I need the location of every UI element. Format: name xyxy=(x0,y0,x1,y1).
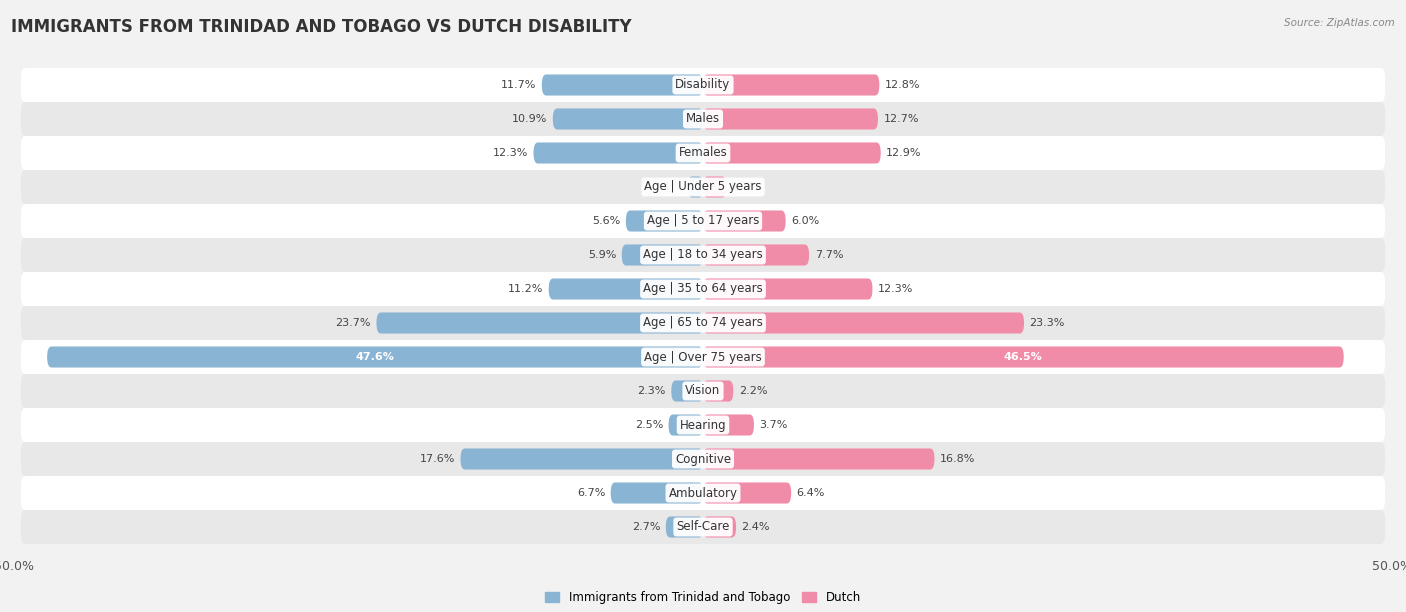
Text: 6.7%: 6.7% xyxy=(576,488,605,498)
FancyBboxPatch shape xyxy=(703,75,879,95)
Legend: Immigrants from Trinidad and Tobago, Dutch: Immigrants from Trinidad and Tobago, Dut… xyxy=(540,586,866,608)
FancyBboxPatch shape xyxy=(541,75,703,95)
FancyBboxPatch shape xyxy=(21,510,1385,544)
Text: 7.7%: 7.7% xyxy=(814,250,844,260)
Text: 12.9%: 12.9% xyxy=(886,148,922,158)
FancyBboxPatch shape xyxy=(703,278,873,299)
FancyBboxPatch shape xyxy=(703,244,808,266)
FancyBboxPatch shape xyxy=(48,346,703,368)
Text: 47.6%: 47.6% xyxy=(356,352,395,362)
Text: 46.5%: 46.5% xyxy=(1004,352,1043,362)
Text: 1.1%: 1.1% xyxy=(654,182,682,192)
Text: Females: Females xyxy=(679,146,727,160)
FancyBboxPatch shape xyxy=(21,408,1385,442)
Text: 6.4%: 6.4% xyxy=(797,488,825,498)
Text: Age | Over 75 years: Age | Over 75 years xyxy=(644,351,762,364)
Text: 12.3%: 12.3% xyxy=(877,284,914,294)
Text: Age | Under 5 years: Age | Under 5 years xyxy=(644,181,762,193)
Text: 2.3%: 2.3% xyxy=(637,386,666,396)
Text: Males: Males xyxy=(686,113,720,125)
Text: 12.3%: 12.3% xyxy=(492,148,529,158)
FancyBboxPatch shape xyxy=(610,482,703,504)
FancyBboxPatch shape xyxy=(703,346,1344,368)
Text: Source: ZipAtlas.com: Source: ZipAtlas.com xyxy=(1284,18,1395,28)
FancyBboxPatch shape xyxy=(21,442,1385,476)
FancyBboxPatch shape xyxy=(21,306,1385,340)
Text: 2.7%: 2.7% xyxy=(631,522,661,532)
Text: 17.6%: 17.6% xyxy=(419,454,456,464)
FancyBboxPatch shape xyxy=(703,482,792,504)
FancyBboxPatch shape xyxy=(21,272,1385,306)
Text: 23.7%: 23.7% xyxy=(336,318,371,328)
FancyBboxPatch shape xyxy=(671,381,703,401)
FancyBboxPatch shape xyxy=(461,449,703,469)
Text: Disability: Disability xyxy=(675,78,731,92)
FancyBboxPatch shape xyxy=(688,176,703,198)
FancyBboxPatch shape xyxy=(669,414,703,436)
Text: 3.7%: 3.7% xyxy=(759,420,787,430)
Text: 1.7%: 1.7% xyxy=(733,182,761,192)
Text: 5.9%: 5.9% xyxy=(588,250,616,260)
FancyBboxPatch shape xyxy=(703,449,935,469)
FancyBboxPatch shape xyxy=(703,108,877,130)
FancyBboxPatch shape xyxy=(21,102,1385,136)
Text: Self-Care: Self-Care xyxy=(676,520,730,534)
FancyBboxPatch shape xyxy=(703,381,734,401)
Text: 6.0%: 6.0% xyxy=(792,216,820,226)
Text: 2.5%: 2.5% xyxy=(634,420,664,430)
Text: Hearing: Hearing xyxy=(679,419,727,431)
Text: Ambulatory: Ambulatory xyxy=(668,487,738,499)
Text: IMMIGRANTS FROM TRINIDAD AND TOBAGO VS DUTCH DISABILITY: IMMIGRANTS FROM TRINIDAD AND TOBAGO VS D… xyxy=(11,18,631,36)
Text: Vision: Vision xyxy=(685,384,721,398)
FancyBboxPatch shape xyxy=(21,136,1385,170)
FancyBboxPatch shape xyxy=(553,108,703,130)
Text: 5.6%: 5.6% xyxy=(592,216,620,226)
FancyBboxPatch shape xyxy=(21,170,1385,204)
Text: Age | 18 to 34 years: Age | 18 to 34 years xyxy=(643,248,763,261)
Text: Age | 5 to 17 years: Age | 5 to 17 years xyxy=(647,214,759,228)
FancyBboxPatch shape xyxy=(377,313,703,334)
Text: 12.8%: 12.8% xyxy=(884,80,921,90)
FancyBboxPatch shape xyxy=(703,143,880,163)
Text: 11.7%: 11.7% xyxy=(501,80,536,90)
FancyBboxPatch shape xyxy=(703,414,754,436)
FancyBboxPatch shape xyxy=(21,238,1385,272)
FancyBboxPatch shape xyxy=(666,517,703,537)
FancyBboxPatch shape xyxy=(21,204,1385,238)
FancyBboxPatch shape xyxy=(703,176,727,198)
Text: 10.9%: 10.9% xyxy=(512,114,547,124)
FancyBboxPatch shape xyxy=(21,68,1385,102)
Text: Cognitive: Cognitive xyxy=(675,452,731,466)
Text: Age | 35 to 64 years: Age | 35 to 64 years xyxy=(643,283,763,296)
FancyBboxPatch shape xyxy=(703,211,786,231)
Text: 23.3%: 23.3% xyxy=(1029,318,1064,328)
Text: Age | 65 to 74 years: Age | 65 to 74 years xyxy=(643,316,763,329)
FancyBboxPatch shape xyxy=(21,374,1385,408)
Text: 11.2%: 11.2% xyxy=(508,284,543,294)
FancyBboxPatch shape xyxy=(703,517,737,537)
Text: 2.2%: 2.2% xyxy=(738,386,768,396)
FancyBboxPatch shape xyxy=(703,313,1024,334)
FancyBboxPatch shape xyxy=(21,340,1385,374)
Text: 16.8%: 16.8% xyxy=(941,454,976,464)
FancyBboxPatch shape xyxy=(21,476,1385,510)
FancyBboxPatch shape xyxy=(548,278,703,299)
FancyBboxPatch shape xyxy=(533,143,703,163)
Text: 12.7%: 12.7% xyxy=(883,114,920,124)
FancyBboxPatch shape xyxy=(626,211,703,231)
Text: 2.4%: 2.4% xyxy=(741,522,770,532)
FancyBboxPatch shape xyxy=(621,244,703,266)
